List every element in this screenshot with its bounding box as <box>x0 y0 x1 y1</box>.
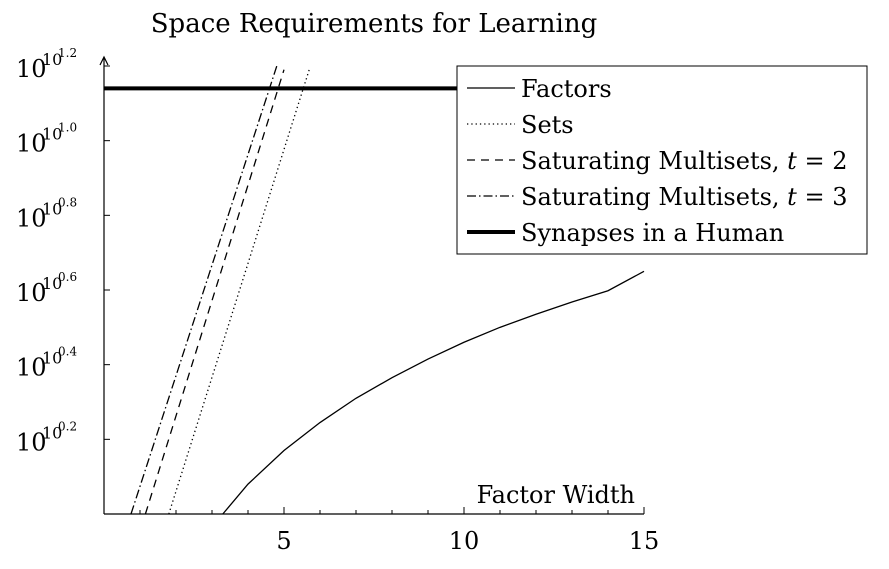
axes: 5 10 1510100.210100.410100.610100.810101.0… <box>16 46 659 555</box>
legend-label: Saturating Multisets, t = 2 <box>521 147 847 175</box>
y-tick-exp1: 10 <box>42 125 62 144</box>
legend-box <box>456 65 868 255</box>
legend-label-eq: = 3 <box>797 183 848 211</box>
x-axis-label: Factor Width <box>477 481 635 509</box>
series-line-3 <box>144 69 285 515</box>
y-tick-exp2: 0.2 <box>58 419 77 433</box>
x-tick-label: 10 <box>449 527 480 555</box>
legend-label: Saturating Multisets, t = 3 <box>521 183 847 211</box>
series-line-4 <box>130 65 278 515</box>
y-tick-exp1: 10 <box>42 274 62 293</box>
y-tick-base: 10 <box>16 279 47 307</box>
series-line-1 <box>222 270 645 515</box>
x-tick-label: 5 <box>276 527 291 555</box>
y-tick-exp1: 10 <box>42 199 62 218</box>
y-tick-base: 10 <box>16 428 47 456</box>
y-tick-exp1: 10 <box>42 423 62 442</box>
y-tick-exp2: 0.8 <box>58 195 77 209</box>
y-tick-exp2: 1.0 <box>58 121 77 135</box>
y-tick-exp1: 10 <box>42 50 62 69</box>
y-tick-exp1: 10 <box>42 349 62 368</box>
legend-label-text: Synapses in a Human <box>521 219 784 247</box>
legend-label: Factors <box>521 75 612 103</box>
y-tick-base: 10 <box>16 130 47 158</box>
y-axis-arrow <box>99 55 109 66</box>
legend-label-var: t <box>787 183 797 211</box>
legend-label-text: Saturating Multisets, <box>521 147 787 175</box>
legend-label-eq: = 2 <box>797 147 848 175</box>
legend-label: Synapses in a Human <box>521 219 784 247</box>
y-tick-base: 10 <box>16 204 47 232</box>
chart-title: Space Requirements for Learning <box>151 9 598 39</box>
legend-label: Sets <box>521 111 574 139</box>
y-tick-base: 10 <box>16 55 47 83</box>
y-tick-base: 10 <box>16 354 47 382</box>
legend-label-var: t <box>787 147 797 175</box>
x-tick-label: 15 <box>629 527 660 555</box>
legend-label-text: Factors <box>521 75 612 103</box>
y-tick-exp2: 0.4 <box>58 345 77 359</box>
y-tick-exp2: 1.2 <box>58 46 77 60</box>
legend-label-text: Sets <box>521 111 574 139</box>
y-tick-exp2: 0.6 <box>58 270 77 284</box>
series-line-2 <box>168 69 310 515</box>
legend-label-text: Saturating Multisets, <box>521 183 787 211</box>
